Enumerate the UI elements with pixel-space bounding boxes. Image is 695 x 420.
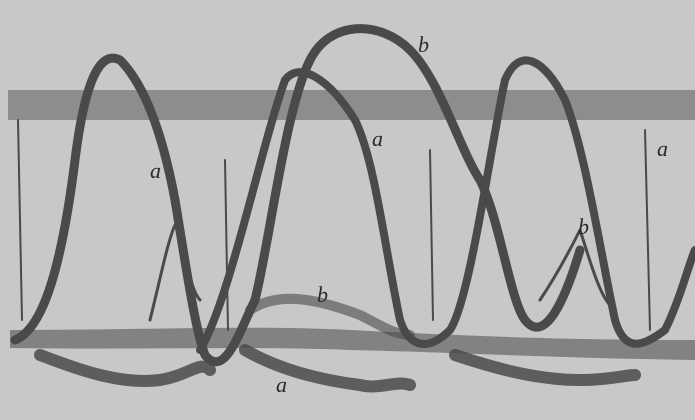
curve-label: a (150, 158, 161, 183)
curve-label: b (578, 214, 589, 239)
curve-label: a (372, 126, 383, 151)
curve-label: a (657, 136, 668, 161)
lower-band (10, 327, 695, 360)
trace-b (10, 24, 585, 367)
spikes (17, 119, 651, 331)
trace-a-low (34, 344, 641, 393)
curve-label: b (317, 282, 328, 307)
curve-label: b (418, 32, 429, 57)
trace-secondary (148, 223, 617, 322)
trace-a (196, 56, 695, 354)
curve-label: a (276, 372, 287, 397)
trace-b-low (245, 293, 415, 340)
